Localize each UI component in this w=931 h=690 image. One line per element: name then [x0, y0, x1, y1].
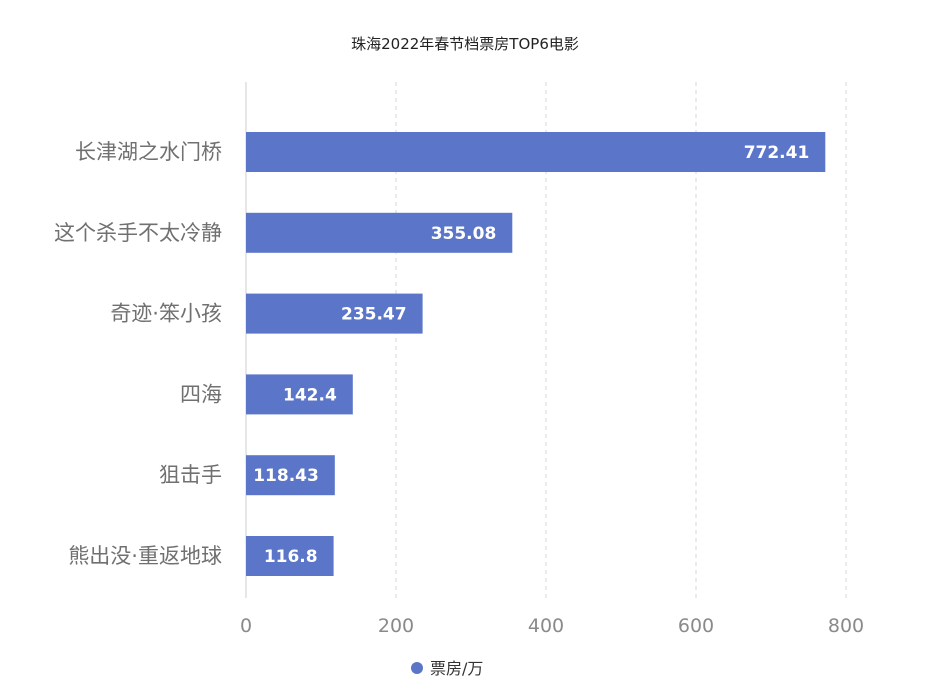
category-label: 熊出没·重返地球 [68, 544, 222, 568]
bar [246, 536, 334, 576]
x-tick-label: 800 [828, 615, 864, 637]
legend: 票房/万 [411, 659, 483, 678]
bar [246, 293, 423, 334]
legend-marker [411, 662, 423, 674]
x-tick-label: 400 [528, 615, 564, 637]
bar [246, 212, 513, 253]
bar [246, 374, 353, 415]
bar-value-label: 355.08 [431, 224, 497, 244]
x-tick-label: 200 [378, 615, 414, 637]
category-label: 狙击手 [159, 463, 222, 487]
bar-value-label: 118.43 [253, 466, 319, 486]
category-label: 长津湖之水门桥 [75, 140, 222, 164]
bar [246, 455, 335, 496]
bar-value-label: 772.41 [744, 143, 810, 163]
category-label: 这个杀手不太冷静 [54, 221, 222, 245]
bar-value-label: 142.4 [283, 385, 337, 405]
x-tick-label: 0 [240, 615, 252, 637]
chart-title: 珠海2022年春节档票房TOP6电影 [351, 35, 579, 53]
bar-value-label: 116.8 [264, 547, 318, 567]
bars: 772.41 355.08 235.47 142.4 118.43 116.8 [246, 132, 826, 576]
x-axis-ticks: 0 200 400 600 800 [240, 615, 864, 637]
bar [246, 132, 826, 172]
x-tick-label: 600 [678, 615, 714, 637]
category-label: 四海 [180, 382, 222, 406]
bar-value-label: 235.47 [341, 305, 407, 325]
category-label: 奇迹·笨小孩 [110, 302, 222, 326]
legend-label: 票房/万 [430, 659, 483, 678]
